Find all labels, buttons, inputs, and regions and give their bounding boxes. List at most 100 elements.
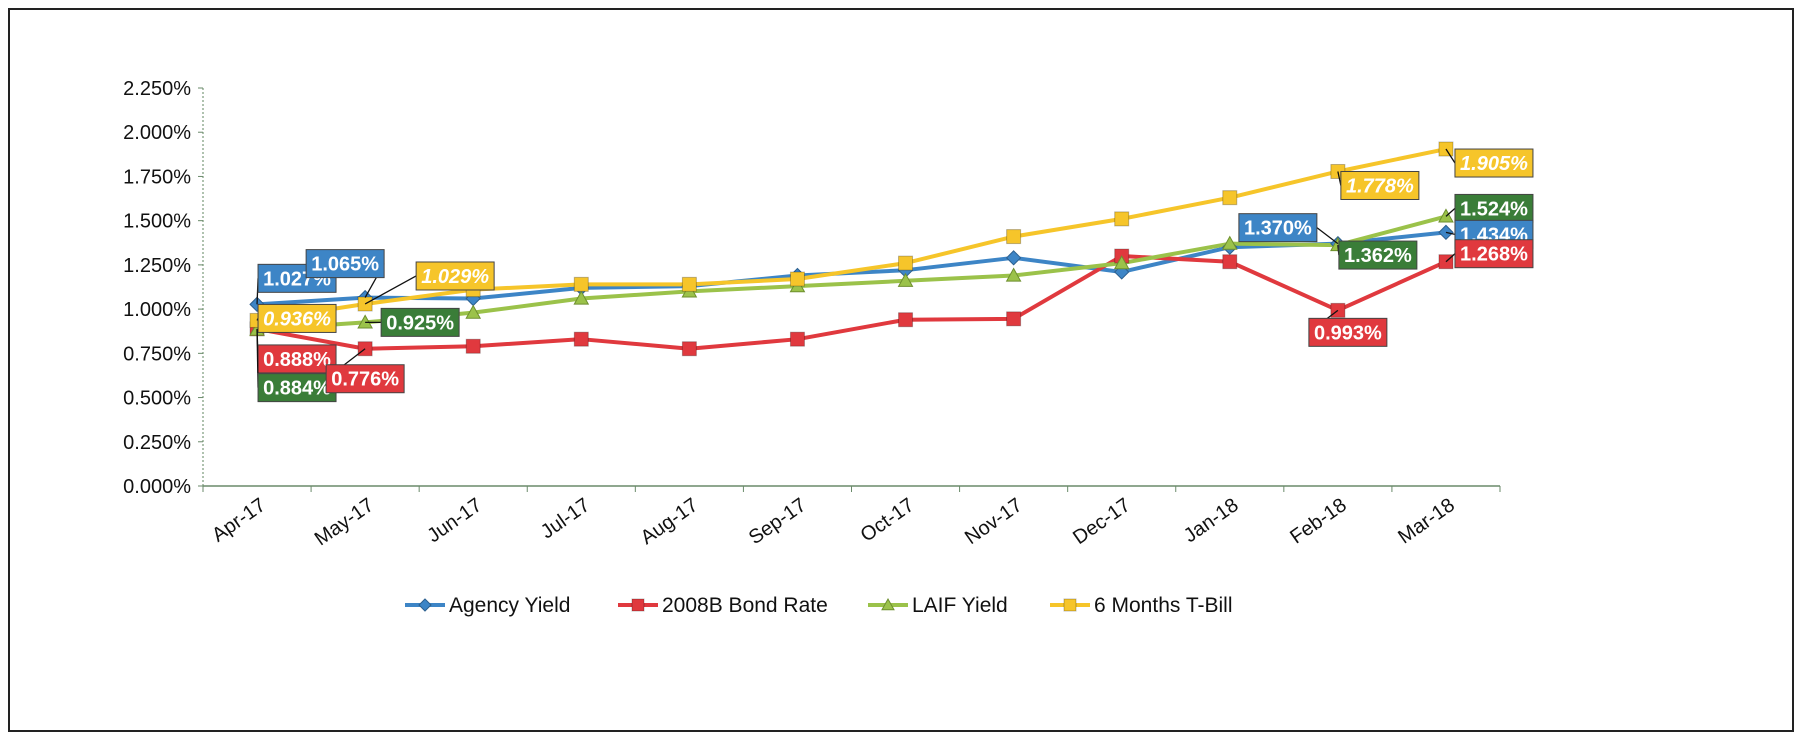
data-label-box [380,307,460,337]
y-tick-label: 0.000% [123,476,191,498]
data-label-box [1454,148,1534,178]
data-label-text: 0.993% [1314,322,1382,344]
data-label: 1.778% [1337,170,1420,200]
triangle-marker [573,290,590,305]
triangle-marker [881,597,895,611]
data-label-text: 1.362% [1344,245,1412,267]
square-marker [789,271,805,287]
data-label-text: 0.776% [331,369,399,391]
data-label-text: 1.370% [1244,218,1312,240]
data-label-text: 0.925% [386,312,454,334]
diamond-marker [418,598,432,612]
x-tick-label: Sep-17 [745,494,810,549]
x-tick-label: Oct-17 [857,494,919,546]
diamond-marker [1005,250,1022,266]
y-tick-label: 1.500% [123,211,191,233]
data-label: 1.524% [1445,193,1534,223]
data-label: 0.776% [325,348,405,394]
leader-line [1445,148,1456,164]
legend-item-0: Agency Yield [405,594,570,617]
data-label: 0.925% [365,307,460,337]
series-lines [256,147,1447,351]
leader-line [364,275,417,305]
y-tick-label: 0.500% [123,388,191,410]
data-label-box [1238,213,1318,243]
data-label-box [325,364,405,394]
triangle-marker [357,314,373,329]
x-tick-label: Aug-17 [637,494,702,549]
data-label-text: 1.029% [421,266,489,288]
data-label: 1.268% [1445,239,1534,269]
y-tick-label: 1.250% [123,255,191,277]
square-marker [1222,254,1238,270]
data-label-box [1340,170,1420,200]
data-label: 0.936% [256,303,337,333]
triangle-marker [1005,267,1022,282]
legend-label: 2008B Bond Rate [662,594,828,617]
data-label: 1.029% [364,261,495,305]
data-label-box [257,303,337,333]
triangle-marker [897,272,914,287]
data-label: 1.370% [1238,213,1339,245]
legend-item-3: 6 Months T-Bill [1050,594,1233,617]
chart-legend: Agency Yield 2008B Bond Rate LAIF Yield 6 M… [405,594,1233,617]
data-label-text: 0.888% [263,349,331,371]
data-label-box [257,263,337,293]
square-marker [1006,311,1022,327]
data-label: 1.905% [1445,148,1534,178]
chart-frame: 0.000% 0.250% 0.500% 0.750% 1.000% 1.250% 1.50… [8,8,1794,732]
x-tick-label: Dec-17 [1069,494,1134,549]
y-tick-label: 2.250% [123,78,191,100]
data-label-box [1454,193,1534,223]
line-chart: 0.000% 0.250% 0.500% 0.750% 1.000% 1.250% 1.50… [123,78,1534,617]
data-label-box [1338,240,1418,270]
square-marker [898,255,914,271]
leader-line [1316,227,1339,245]
x-tick-label: Jun-17 [423,494,486,547]
data-label: 0.888% [256,328,337,374]
data-label: 1.065% [305,249,385,298]
data-label-text: 1.268% [1460,244,1528,266]
data-label-box [415,261,495,291]
x-tick-label: Nov-17 [961,494,1026,549]
data-label-box [305,249,385,279]
data-label: 1.362% [1337,240,1418,270]
x-tick-label: Jul-17 [537,494,594,543]
y-tick-label: 0.250% [123,432,191,454]
triangle-marker [1113,255,1130,270]
y-tick-label: 1.750% [123,166,191,188]
leader-line [1445,207,1456,217]
data-label-text: 1.065% [311,254,379,276]
data-label-text: 0.884% [263,378,331,400]
data-label-box [1308,317,1388,347]
legend-label: LAIF Yield [912,594,1008,617]
data-label: 0.993% [1308,309,1388,347]
y-tick-label: 1.000% [123,299,191,321]
data-label-text: 1.905% [1460,153,1528,175]
legend-label: 6 Months T-Bill [1094,594,1233,617]
x-tick-label: May-17 [311,494,378,550]
leader-line [1445,231,1456,235]
data-labels: 1.027%0.936%0.888%0.884%1.065%1.029%0.92… [256,148,1534,403]
x-tick-label: Apr-17 [208,494,270,546]
square-marker [573,331,589,347]
y-tick-label: 0.750% [123,343,191,365]
data-label-text: 0.936% [263,308,331,330]
legend-item-1: 2008B Bond Rate [618,594,828,617]
series-markers [249,141,1454,357]
data-label-box [1454,239,1534,269]
square-marker [1114,211,1130,227]
legend-item-2: LAIF Yield [868,594,1008,617]
square-marker [465,338,481,354]
square-marker [1222,190,1238,206]
square-marker [681,341,697,357]
x-tick-label: Mar-18 [1394,494,1459,548]
square-marker [1063,598,1077,612]
data-label-text: 1.778% [1346,175,1414,197]
data-label-text: 1.524% [1460,198,1528,220]
square-marker [681,276,697,292]
triangle-marker [465,304,482,319]
square-marker [789,331,805,347]
triangle-marker [1221,235,1238,250]
y-tick-label: 2.000% [123,122,191,144]
